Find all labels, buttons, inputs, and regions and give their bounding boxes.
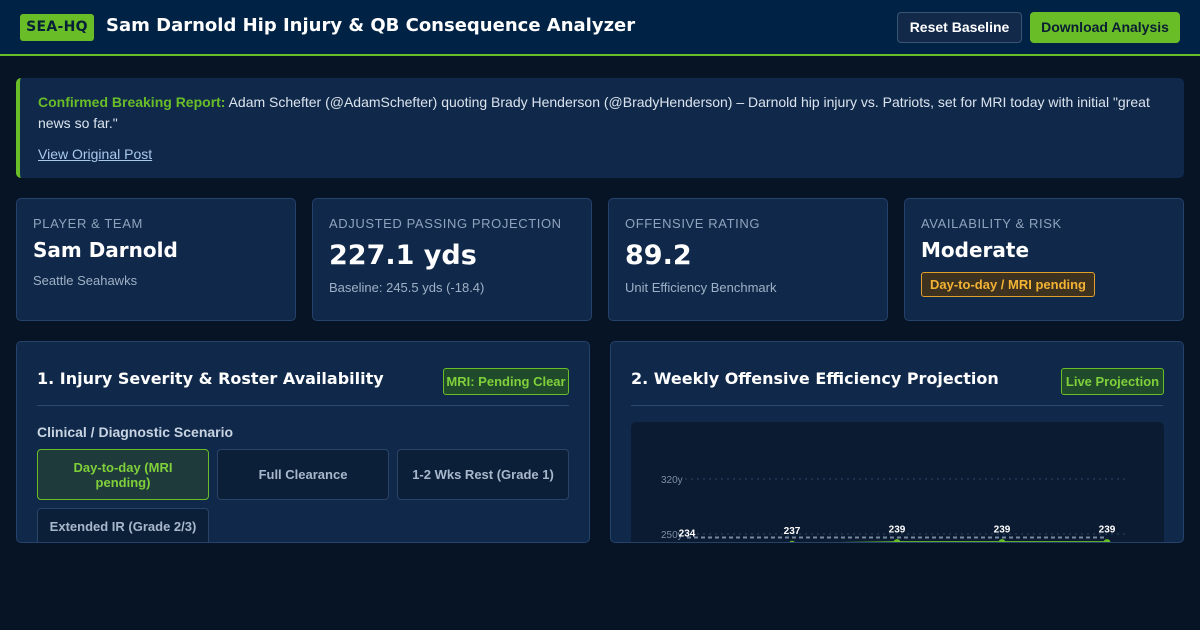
injury-severity-panel: 1. Injury Severity & Roster Availability…: [16, 341, 590, 543]
data-label: 239: [994, 525, 1011, 536]
scenario-option-day-to-day[interactable]: Day-to-day (MRI pending): [37, 449, 209, 500]
team-name: Seattle Seahawks: [33, 273, 138, 288]
card-label: Availability & Risk: [921, 216, 1062, 231]
breaking-report-alert: Confirmed Breaking Report: Adam Schefter…: [16, 78, 1184, 178]
data-label: 237: [784, 526, 801, 537]
card-label: Adjusted Passing Projection: [329, 216, 562, 231]
offensive-rating-value: 89.2: [625, 240, 692, 271]
reset-baseline-button[interactable]: Reset Baseline: [897, 12, 1022, 43]
projection-point: [893, 539, 901, 542]
team-badge: SEA-HQ: [20, 14, 94, 41]
scenario-option-grade-1[interactable]: 1-2 Wks Rest (Grade 1): [397, 449, 569, 500]
app-header: SEA-HQ Sam Darnold Hip Injury & QB Conse…: [0, 0, 1200, 56]
y-tick-label: 320y: [661, 475, 683, 486]
page-title: Sam Darnold Hip Injury & QB Consequence …: [106, 15, 636, 36]
data-label: 239: [889, 525, 906, 536]
status-badge: Day-to-day / MRI pending: [921, 272, 1095, 297]
projection-point: [998, 539, 1006, 542]
data-label: 239: [1099, 525, 1116, 536]
y-tick-label: 250y: [661, 530, 683, 541]
passing-projection-card: Adjusted Passing Projection 227.1 yds Ba…: [312, 198, 592, 321]
card-label: Player & Team: [33, 216, 143, 231]
mri-status-tag: MRI: Pending Clear: [443, 368, 569, 395]
alert-lead: Confirmed Breaking Report:: [38, 94, 226, 110]
alert-text: Confirmed Breaking Report: Adam Schefter…: [38, 92, 1158, 134]
rating-benchmark: Unit Efficiency Benchmark: [625, 280, 777, 295]
divider: [631, 405, 1163, 406]
passing-projection-value: 227.1 yds: [329, 240, 477, 271]
divider: [37, 405, 569, 406]
scenario-label: Clinical / Diagnostic Scenario: [37, 424, 234, 440]
view-original-post-link[interactable]: View Original Post: [38, 146, 153, 162]
scenario-option-full-clearance[interactable]: Full Clearance: [217, 449, 389, 500]
player-team-card: Player & Team Sam Darnold Seattle Seahaw…: [16, 198, 296, 321]
offensive-rating-card: Offensive Rating 89.2 Unit Efficiency Be…: [608, 198, 888, 321]
projection-point: [789, 540, 795, 542]
panel-title: 1. Injury Severity & Roster Availability: [37, 369, 384, 388]
alert-body: Adam Schefter (@AdamSchefter) quoting Br…: [38, 94, 1150, 131]
baseline-delta: Baseline: 245.5 yds (-18.4): [329, 280, 485, 295]
efficiency-chart: 320y 250y 234 237 239 239 239: [631, 422, 1164, 542]
projection-point: [1103, 539, 1111, 542]
live-projection-tag: Live Projection: [1061, 368, 1164, 395]
player-name: Sam Darnold: [33, 238, 178, 262]
panel-title: 2. Weekly Offensive Efficiency Projectio…: [631, 369, 999, 388]
availability-risk-card: Availability & Risk Moderate Day-to-day …: [904, 198, 1184, 321]
scenario-option-extended-ir[interactable]: Extended IR (Grade 2/3): [37, 508, 209, 542]
download-analysis-button[interactable]: Download Analysis: [1030, 12, 1180, 43]
weekly-projection-panel: 2. Weekly Offensive Efficiency Projectio…: [610, 341, 1184, 543]
card-label: Offensive Rating: [625, 216, 761, 231]
risk-level: Moderate: [921, 238, 1030, 262]
data-label: 234: [679, 529, 696, 540]
